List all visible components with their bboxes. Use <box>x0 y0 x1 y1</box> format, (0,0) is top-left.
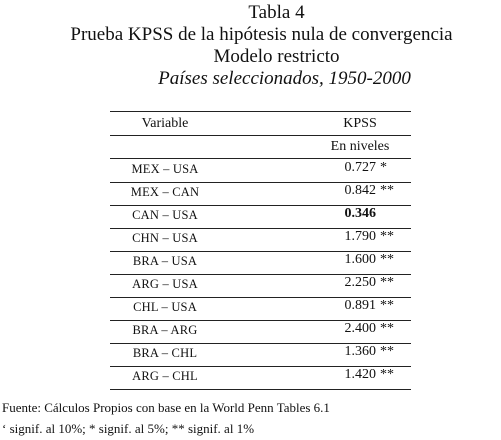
row-rule <box>110 320 411 321</box>
column-subheader-levels: En niveles <box>330 139 390 154</box>
table-subtitle: Modelo restricto <box>213 46 340 67</box>
table-row: MEX – CAN 0.842 ** <box>110 183 411 203</box>
kpss-number: 1.420 <box>344 367 377 382</box>
source-note: Fuente: Cálculos Propios con base en la … <box>2 400 330 415</box>
table-row: BRA – USA 1.600 ** <box>110 252 411 272</box>
table-row: CAN – USA 0.346 <box>110 206 411 226</box>
row-kpss-value: 2.250 ** <box>334 275 395 291</box>
row-variable: CAN – USA <box>132 208 198 222</box>
significance-note: ‘ signif. al 10%; * signif. al 5%; ** si… <box>2 421 255 436</box>
row-variable: BRA – ARG <box>132 323 198 337</box>
row-rule <box>110 251 411 252</box>
kpss-number: 0.346 <box>344 206 377 221</box>
kpss-number: 1.360 <box>344 344 377 359</box>
row-variable: BRA – CHL <box>132 346 198 360</box>
row-rule <box>110 205 411 206</box>
row-variable: ARG – USA <box>132 277 198 291</box>
kpss-number: 1.790 <box>344 229 377 244</box>
row-rule <box>110 228 411 229</box>
kpss-number: 0.727 <box>344 160 377 175</box>
row-kpss-value: 1.600 ** <box>334 252 395 268</box>
row-variable: BRA – USA <box>132 254 198 268</box>
row-kpss-value: 1.790 ** <box>334 229 395 245</box>
table-row: BRA – CHL 1.360 ** <box>110 344 411 364</box>
kpss-number: 2.250 <box>344 275 377 290</box>
row-variable: CHN – USA <box>132 231 198 245</box>
significance-mark: ** <box>380 275 394 290</box>
row-variable: MEX – USA <box>131 162 199 176</box>
row-rule <box>110 274 411 275</box>
row-variable: CHL – USA <box>133 300 197 314</box>
table-caption: Tabla 4 Prueba KPSS de la hipótesis nula… <box>0 2 501 90</box>
header-rule <box>110 135 411 136</box>
table-row: ARG – USA 2.250 ** <box>110 275 411 295</box>
row-rule <box>110 297 411 298</box>
significance-mark: ** <box>380 321 394 336</box>
row-rule <box>110 343 411 344</box>
kpss-number: 2.400 <box>344 321 377 336</box>
table-title: Prueba KPSS de la hipótesis nula de conv… <box>70 24 453 45</box>
row-kpss-value: 0.891 ** <box>334 298 395 314</box>
row-kpss-value: 0.346 <box>334 206 380 222</box>
table-row: CHL – USA 0.891 ** <box>110 298 411 318</box>
table-scope: Países seleccionados, 1950-2000 <box>158 68 411 89</box>
significance-mark: ** <box>380 367 394 382</box>
significance-mark: * <box>380 160 387 175</box>
subheader-rule <box>110 158 411 159</box>
significance-mark: ** <box>380 229 394 244</box>
top-rule <box>110 111 411 112</box>
table-row: MEX – USA 0.727 * <box>110 160 411 180</box>
kpss-number: 0.891 <box>344 298 377 313</box>
significance-mark: ** <box>380 298 394 313</box>
table-number: Tabla 4 <box>248 2 305 23</box>
column-header-variable: Variable <box>141 116 189 131</box>
column-header-kpss: KPSS <box>343 116 377 131</box>
table-row: BRA – ARG 2.400 ** <box>110 321 411 341</box>
row-kpss-value: 0.842 ** <box>334 183 395 199</box>
row-rule <box>110 182 411 183</box>
table-row: ARG – CHL 1.420 ** <box>110 367 411 387</box>
kpss-number: 1.600 <box>344 252 377 267</box>
significance-mark: ** <box>380 252 394 267</box>
row-kpss-value: 1.360 ** <box>334 344 395 360</box>
row-rule <box>110 366 411 367</box>
row-variable: MEX – CAN <box>130 185 200 199</box>
significance-mark: ** <box>380 344 394 359</box>
kpss-number: 0.842 <box>344 183 377 198</box>
bottom-rule <box>110 389 411 390</box>
row-kpss-value: 0.727 * <box>334 160 388 176</box>
significance-mark: ** <box>380 183 394 198</box>
table-row: CHN – USA 1.790 ** <box>110 229 411 249</box>
row-kpss-value: 2.400 ** <box>334 321 395 337</box>
row-kpss-value: 1.420 ** <box>334 367 395 383</box>
row-variable: ARG – CHL <box>132 369 198 383</box>
